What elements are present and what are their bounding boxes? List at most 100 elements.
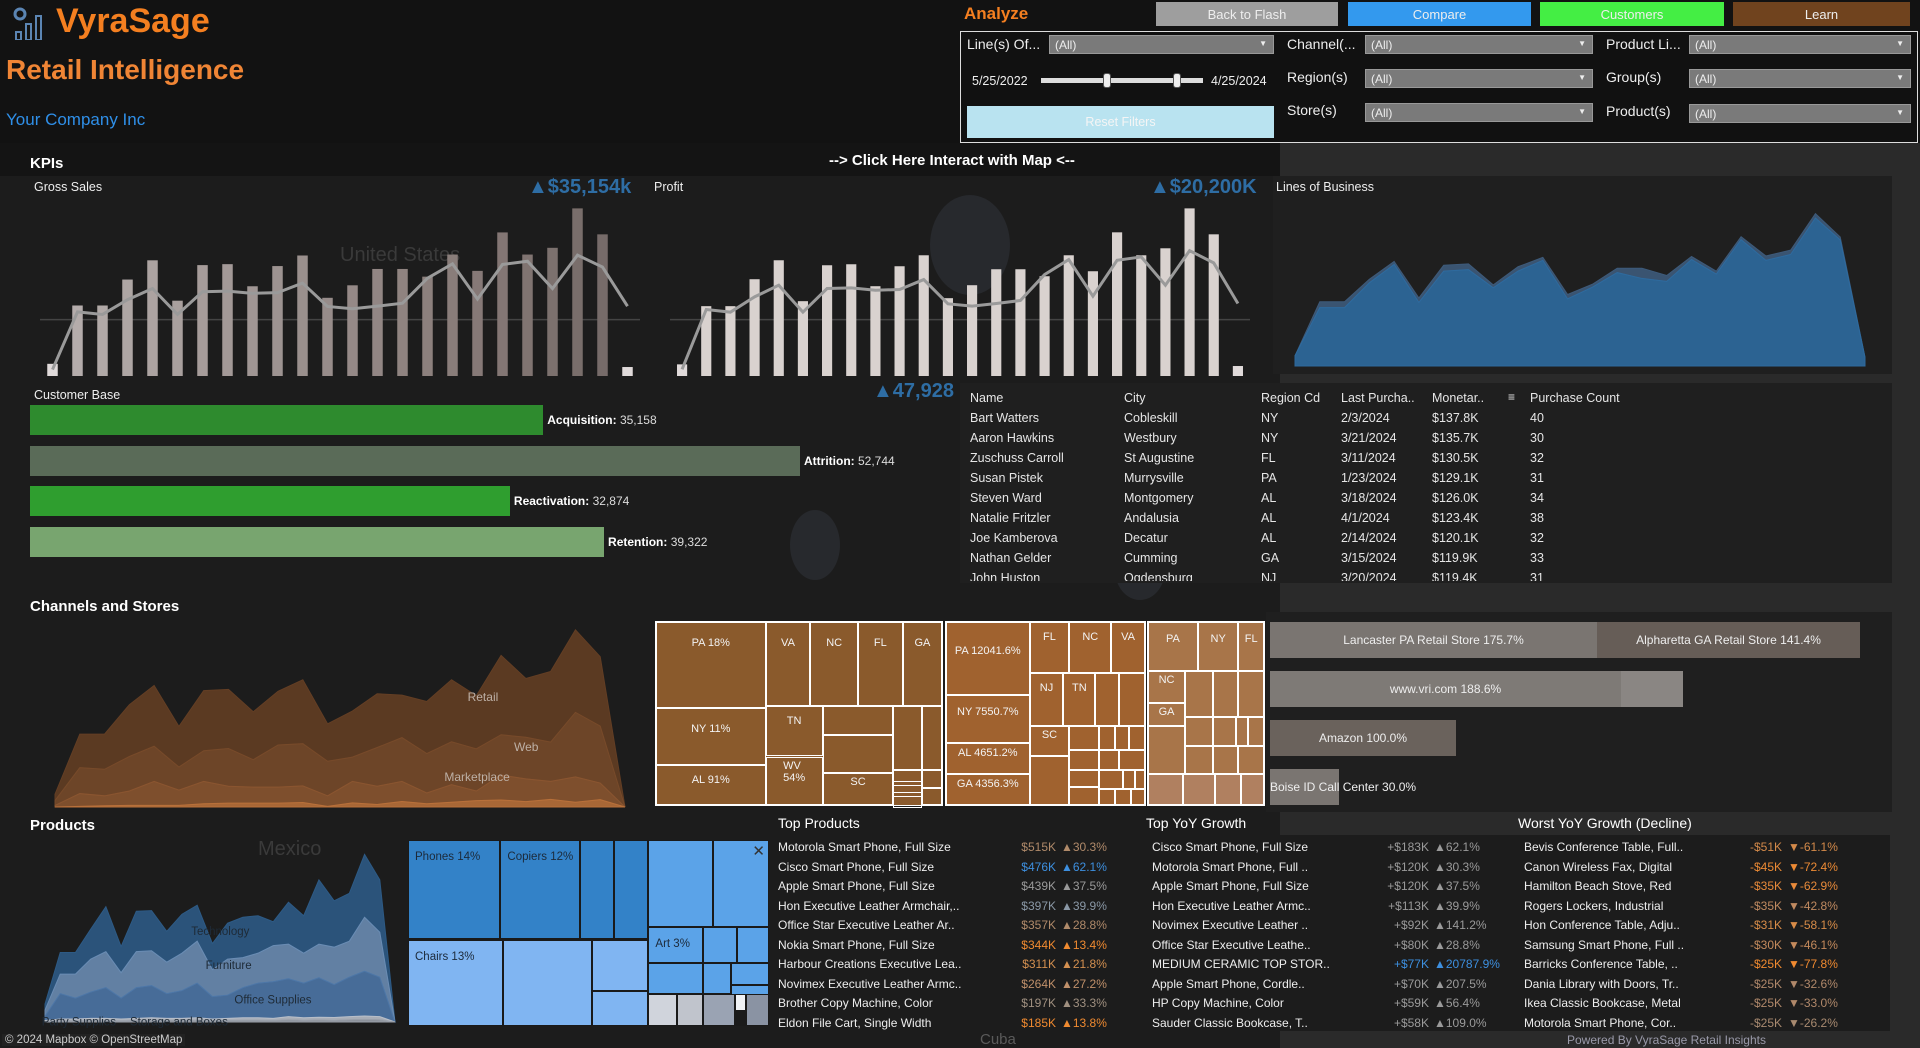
bar[interactable] [918,255,929,376]
bar[interactable] [347,285,358,376]
column-header[interactable]: City [1124,391,1146,405]
bar[interactable] [222,264,233,376]
treemap-cell[interactable]: VA [1111,622,1145,674]
column-header[interactable]: Purchase Count [1530,391,1620,405]
treemap-cell[interactable] [1240,773,1264,805]
treemap-cell[interactable] [1099,750,1120,771]
list-item[interactable]: Bevis Conference Table, Full.. -$51K ▼-61.… [1510,840,1890,859]
bar[interactable] [1015,269,1026,376]
list-item[interactable]: Apple Smart Phone, Cordle.. +$70K ▲207.5% [1140,977,1515,996]
bar[interactable] [272,266,283,376]
gross-sales-chart[interactable] [40,200,640,376]
list-item[interactable]: Dania Library with Doors, Tr.. -$25K ▼-32.… [1510,977,1890,996]
treemap-cell[interactable]: GA [1148,702,1186,727]
bar[interactable] [122,279,133,376]
list-item[interactable]: Novimex Executive Leather .. +$92K ▲141.2% [1140,918,1515,937]
treemap-cell[interactable] [822,705,894,735]
table-cell[interactable]: Steven Ward [970,491,1042,505]
date-range-slider[interactable] [1041,73,1203,88]
bar[interactable] [297,255,308,376]
treemap-cell[interactable] [1119,750,1145,771]
channel-dropdown[interactable]: (All) ▼ [1365,35,1593,54]
list-item[interactable]: Harbour Creations Executive Lea.. $311K ▲2… [774,957,1138,976]
bar[interactable] [522,254,533,376]
store-dropdown[interactable]: (All) ▼ [1365,103,1593,122]
treemap-cell[interactable]: WV 54% [765,756,823,805]
bar[interactable] [372,268,383,376]
store-bar[interactable] [1270,769,1339,805]
treemap-cell[interactable]: Copiers 12% [500,840,580,939]
slider-end-handle[interactable] [1173,73,1182,88]
treemap-cell[interactable] [1099,788,1116,805]
treemap-cell[interactable]: AL 91% [656,764,766,805]
treemap-cell[interactable] [592,990,648,1026]
bar[interactable] [197,265,208,376]
treemap-cell[interactable] [1185,717,1213,747]
store-bar[interactable]: Alpharetta GA Retail Store 141.4% [1597,622,1860,658]
treemap-cell[interactable] [1212,671,1239,718]
product-line-dropdown[interactable]: (All) ▼ [1689,35,1911,54]
customer-base-bar[interactable] [30,527,605,558]
list-item[interactable]: Office Star Executive Leather Ar.. $357K ▲… [774,918,1138,937]
bar[interactable] [942,298,953,376]
treemap-cell[interactable] [735,994,746,1012]
treemap-cell[interactable] [614,840,648,939]
bar[interactable] [1087,271,1098,376]
group-dropdown[interactable]: (All) ▼ [1689,69,1911,88]
treemap-cell[interactable] [1212,746,1239,774]
bar[interactable] [749,279,760,376]
treemap-cell[interactable]: TN [765,705,823,757]
treemap-cell[interactable] [1119,673,1145,727]
treemap-cell[interactable]: VA [765,622,811,706]
bar[interactable] [147,260,158,376]
profit-chart[interactable] [670,200,1250,376]
treemap-cell[interactable] [1069,786,1100,805]
slider-start-handle[interactable] [1103,73,1112,88]
list-item[interactable]: Novimex Executive Leather Armc.. $264K ▲27… [774,977,1138,996]
treemap-cell[interactable]: FL [1238,622,1264,672]
treemap-cell[interactable]: NY 7550.7% [946,695,1030,743]
treemap-cell[interactable] [822,734,894,774]
area-series[interactable] [1294,217,1866,367]
bar[interactable] [1208,234,1219,376]
treemap-cell[interactable] [921,787,942,805]
bar[interactable] [97,305,108,376]
list-item[interactable]: Motorola Smart Phone, Full Size $515K ▲30.… [774,840,1138,859]
treemap-cell[interactable] [1115,726,1130,751]
list-item[interactable]: Ikea Classic Bookcase, Metal -$25K ▼-33.0% [1510,996,1890,1015]
customer-base-bar[interactable] [30,405,544,435]
treemap-cell[interactable]: PA 12041.6% [946,622,1030,696]
treemap-cell[interactable] [702,962,732,995]
treemap-cell[interactable]: TN [1063,673,1096,727]
table-cell[interactable]: Nathan Gelder [970,551,1052,565]
list-item[interactable]: Motorola Smart Phone, Cor.. -$25K ▼-26.2% [1510,1016,1890,1035]
column-header[interactable]: Monetar.. [1432,391,1485,405]
bar[interactable] [1039,276,1050,376]
treemap-cell[interactable] [1238,671,1264,718]
bar[interactable] [422,276,433,376]
state-treemap-marketplace[interactable]: PA NY FL NC GA [1147,621,1265,806]
treemap-cell[interactable]: GA [902,622,942,706]
treemap-cell[interactable]: PA [1148,622,1198,672]
column-header[interactable]: Name [970,391,1004,405]
treemap-cell[interactable]: Phones 14% [408,840,501,939]
bar[interactable] [725,306,736,376]
treemap-cell[interactable] [648,962,703,995]
column-header[interactable]: Last Purcha.. [1341,391,1415,405]
list-item[interactable]: Hon Executive Leather Armchair,.. $397K ▲3… [774,899,1138,918]
table-cell[interactable]: John Huston [970,571,1041,581]
map-interact-link[interactable]: --> Click Here Interact with Map <-- [829,152,1075,169]
store-bar[interactable]: Amazon 100.0% [1270,720,1456,756]
treemap-cell[interactable]: NC [810,622,858,706]
treemap-cell[interactable] [745,994,769,1026]
treemap-cell[interactable]: NY 11% [656,708,766,765]
table-cell[interactable]: Aaron Hawkins [970,431,1055,445]
treemap-cell[interactable] [893,780,922,797]
treemap-cell[interactable] [736,927,769,963]
treemap-cell[interactable] [1115,788,1132,805]
line-of-business-dropdown[interactable]: (All) ▼ [1049,35,1274,54]
treemap-cell[interactable] [1236,717,1248,747]
list-item[interactable]: Eldon File Cart, Single Width $185K ▲13.8% [774,1016,1138,1035]
bar[interactable] [677,364,688,376]
bar[interactable] [472,270,483,376]
